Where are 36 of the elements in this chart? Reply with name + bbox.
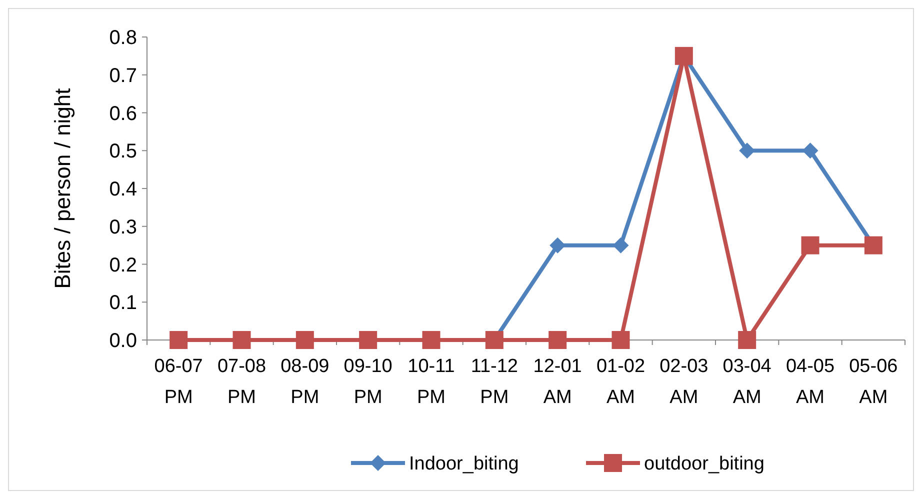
- point: [296, 331, 314, 349]
- x-tick-label: 07-08 PM: [217, 356, 266, 408]
- y-tick-label: 0.2: [109, 254, 137, 276]
- point: [801, 236, 820, 254]
- x-tick-label: 08-09 PM: [280, 356, 330, 408]
- y-tick-label: 0.0: [109, 330, 137, 352]
- x-tick-label: 06-07 PM: [154, 356, 203, 408]
- x-tick-label: 05-06 AM: [849, 356, 898, 408]
- y-tick-label: 0.6: [109, 102, 137, 125]
- y-tick-label: 0.8: [109, 27, 137, 49]
- point: [359, 331, 378, 349]
- point: [170, 331, 188, 349]
- point: [612, 237, 629, 254]
- x-tick-label: 03-04 AM: [722, 356, 772, 408]
- y-tick-label: 0.1: [109, 292, 137, 314]
- x-tick-label: 02-03 AM: [660, 356, 708, 408]
- y-tick-label: 0.7: [109, 64, 137, 87]
- legend-label: outdoor_biting: [644, 454, 764, 475]
- y-axis-title: Bites / person / night: [50, 88, 75, 289]
- y-tick-label: 0.4: [109, 178, 137, 200]
- point: [739, 142, 756, 159]
- point: [612, 331, 630, 349]
- x-tick-label: 09-10 PM: [344, 356, 392, 408]
- legend-label: Indoor_biting: [409, 454, 519, 475]
- point: [232, 331, 251, 349]
- x-tick-label: 10-11 PM: [408, 356, 455, 408]
- point: [802, 142, 818, 159]
- point: [738, 331, 756, 349]
- x-tick-label: 04-05 AM: [786, 356, 835, 408]
- y-tick-label: 0.5: [109, 140, 137, 163]
- y-tick-label: 0.3: [109, 216, 137, 238]
- x-tick-label: 12-01 AM: [533, 356, 582, 408]
- x-tick-label: 01-02 AM: [596, 356, 646, 408]
- point: [550, 237, 566, 254]
- point: [548, 331, 567, 349]
- x-tick-label: 11-12 PM: [470, 356, 518, 408]
